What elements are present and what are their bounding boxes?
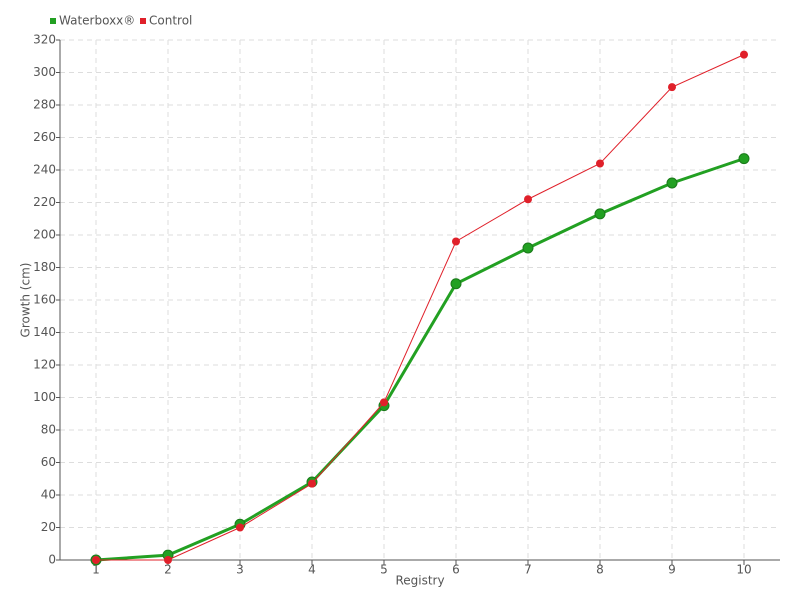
x-axis-label: Registry [395, 574, 444, 588]
y-tick-label: 280 [33, 98, 56, 112]
y-tick-label: 220 [33, 195, 56, 209]
x-tick-label: 8 [596, 563, 604, 577]
y-tick-label: 0 [48, 553, 56, 567]
data-point [596, 159, 604, 168]
data-point [668, 83, 676, 92]
data-point [380, 398, 388, 407]
y-tick-label: 240 [33, 163, 56, 177]
y-tick-label: 180 [33, 260, 56, 274]
y-axis-label: Growth (cm) [19, 263, 33, 338]
x-tick-label: 1 [92, 563, 100, 577]
data-point [738, 153, 750, 165]
data-point [522, 242, 534, 254]
y-tick-label: 260 [33, 130, 56, 144]
x-tick-label: 3 [236, 563, 244, 577]
y-tick-label: 200 [33, 228, 56, 242]
x-tick-label: 2 [164, 563, 172, 577]
legend-label: Control [149, 14, 192, 28]
x-tick-label: 7 [524, 563, 532, 577]
y-tick-label: 100 [33, 390, 56, 404]
data-point [524, 195, 532, 204]
x-tick-label: 6 [452, 563, 460, 577]
legend-swatch [50, 18, 56, 24]
data-point [236, 523, 244, 532]
y-tick-label: 20 [41, 520, 56, 534]
y-tick-label: 80 [41, 423, 56, 437]
data-point [164, 556, 172, 564]
y-tick-label: 160 [33, 293, 56, 307]
data-point [452, 237, 460, 246]
series-line [95, 157, 745, 562]
data-point [666, 177, 678, 189]
y-tick-label: 300 [33, 65, 56, 79]
data-point [92, 556, 100, 564]
y-tick-label: 320 [33, 33, 56, 47]
x-tick-label: 5 [380, 563, 388, 577]
data-point [740, 50, 748, 59]
y-tick-label: 140 [33, 325, 56, 339]
x-tick-label: 4 [308, 563, 316, 577]
data-point [594, 208, 606, 220]
x-tick-label: 9 [668, 563, 676, 577]
y-tick-label: 60 [41, 455, 56, 469]
legend-swatch [140, 18, 146, 24]
data-point [450, 278, 462, 290]
y-tick-label: 120 [33, 358, 56, 372]
x-tick-label: 10 [736, 563, 751, 577]
data-point [308, 479, 316, 488]
y-tick-label: 40 [41, 488, 56, 502]
series-line [96, 54, 745, 561]
legend-label: Waterboxx® [59, 14, 135, 28]
